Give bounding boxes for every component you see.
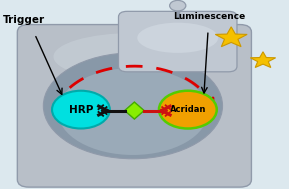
FancyBboxPatch shape	[17, 25, 251, 187]
Polygon shape	[215, 27, 247, 47]
Circle shape	[159, 91, 217, 129]
Text: HRP: HRP	[69, 105, 93, 115]
Text: Trigger: Trigger	[3, 15, 45, 25]
Polygon shape	[250, 52, 276, 67]
Circle shape	[52, 91, 110, 129]
Polygon shape	[125, 102, 144, 119]
Ellipse shape	[58, 68, 208, 155]
Text: Acridan: Acridan	[170, 105, 206, 114]
Ellipse shape	[137, 23, 218, 53]
Ellipse shape	[53, 33, 212, 80]
Text: Luminescence: Luminescence	[173, 12, 246, 21]
FancyBboxPatch shape	[118, 11, 237, 72]
Ellipse shape	[43, 53, 223, 159]
Circle shape	[170, 0, 186, 11]
